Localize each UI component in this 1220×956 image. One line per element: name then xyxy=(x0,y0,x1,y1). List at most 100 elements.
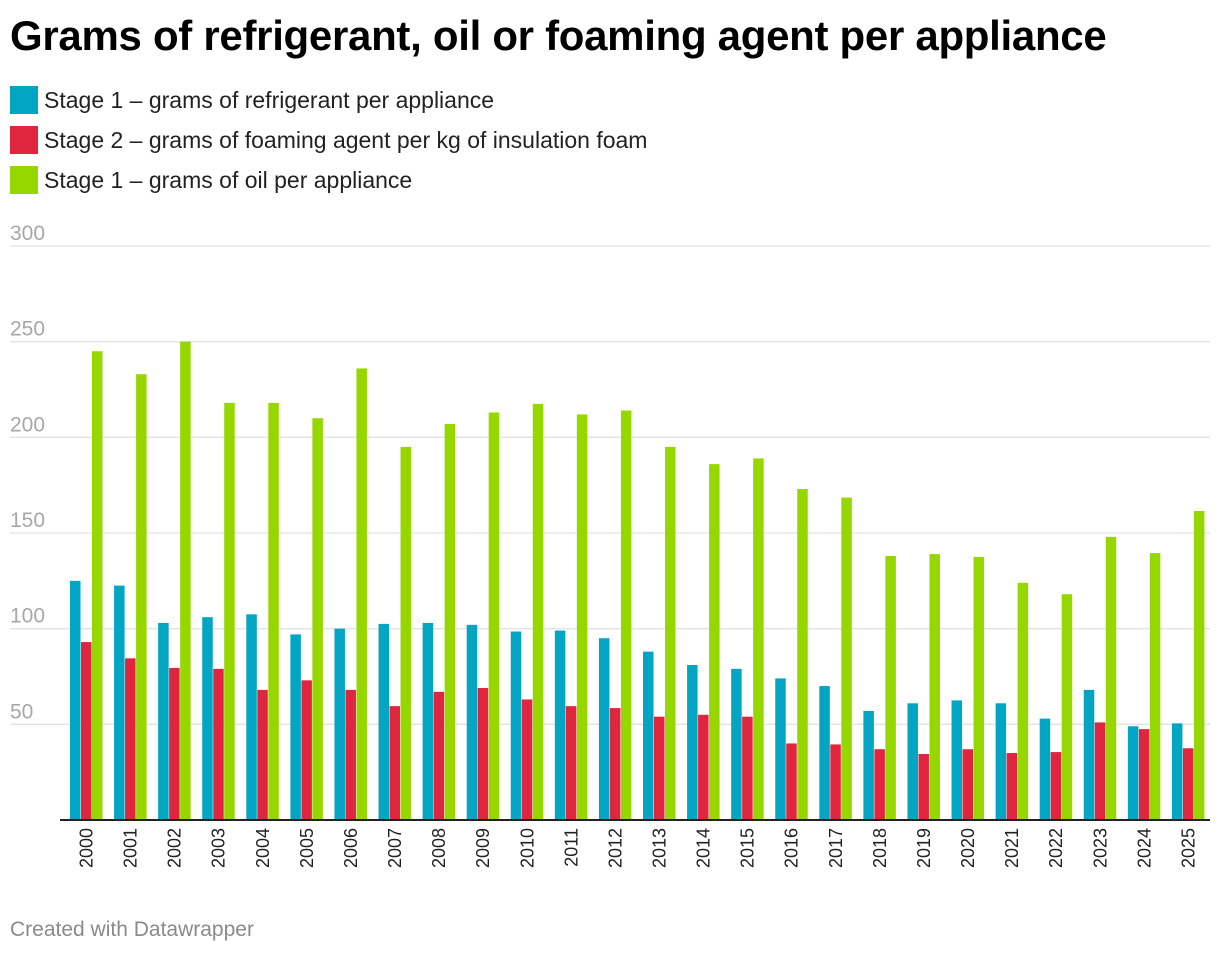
x-tick-label: 2007 xyxy=(385,828,405,868)
bar-2003-series-2 xyxy=(213,668,224,820)
x-tick-label: 2012 xyxy=(605,828,625,868)
legend-item-refrigerant: Stage 1 – grams of refrigerant per appli… xyxy=(10,80,647,120)
bar-2017-series-1 xyxy=(819,686,830,820)
bar-2003-series-1 xyxy=(202,617,213,820)
bar-2019-series-1 xyxy=(907,703,918,820)
legend-swatch-oil xyxy=(10,166,38,194)
bar-2025-series-1 xyxy=(1171,723,1183,820)
bar-2007-series-3 xyxy=(400,446,412,820)
bar-2009-series-3 xyxy=(488,412,500,820)
bar-2019-series-2 xyxy=(918,753,929,820)
bar-2017-series-3 xyxy=(841,497,852,820)
x-tick-label: 2010 xyxy=(517,828,537,868)
legend-item-foaming-agent: Stage 2 – grams of foaming agent per kg … xyxy=(10,120,647,160)
x-tick-label: 2005 xyxy=(297,828,317,868)
bar-2018-series-1 xyxy=(863,710,874,820)
legend-item-oil: Stage 1 – grams of oil per appliance xyxy=(10,160,647,200)
bar-2024-series-3 xyxy=(1149,553,1161,820)
x-tick-label: 2014 xyxy=(694,828,714,868)
bar-chart: 50 100 150 200 250 300 2000 2001 2002 2003 2004 200… xyxy=(10,222,1210,868)
bar-2006-series-3 xyxy=(356,368,367,820)
bar-2004-series-1 xyxy=(246,614,257,820)
bar-2018-series-2 xyxy=(874,749,885,820)
x-tick-label: 2015 xyxy=(738,828,758,868)
bar-2020-series-2 xyxy=(962,749,974,820)
bar-2025-series-2 xyxy=(1182,748,1194,820)
bar-2010-series-1 xyxy=(510,631,522,820)
x-tick-label: 2019 xyxy=(914,828,934,868)
x-tick-label: 2021 xyxy=(1002,828,1022,868)
bar-2003-series-3 xyxy=(224,402,235,820)
bar-2002-series-2 xyxy=(169,667,180,820)
bar-2013-series-1 xyxy=(643,651,654,820)
bar-2015-series-3 xyxy=(753,458,764,820)
bar-2023-series-2 xyxy=(1094,722,1106,820)
y-tick-label: 100 xyxy=(10,605,45,628)
x-tick-label: 2003 xyxy=(209,828,229,868)
x-tick-label: 2011 xyxy=(561,828,581,867)
y-tick-label: 150 xyxy=(10,509,45,532)
bar-2015-series-1 xyxy=(731,668,742,820)
bar-2021-series-3 xyxy=(1017,582,1029,820)
x-tick-label: 2001 xyxy=(121,828,141,868)
bar-2023-series-1 xyxy=(1083,689,1095,820)
x-tick-label: 2023 xyxy=(1090,828,1110,868)
x-tick-label: 2013 xyxy=(650,828,670,868)
bar-2005-series-1 xyxy=(290,634,301,820)
bar-2018-series-3 xyxy=(885,555,896,820)
x-tick-label: 2024 xyxy=(1134,828,1154,868)
bar-2009-series-1 xyxy=(466,624,478,820)
y-tick-label: 50 xyxy=(10,700,33,723)
legend-label-oil: Stage 1 – grams of oil per appliance xyxy=(44,166,413,193)
bar-2001-series-1 xyxy=(114,585,125,820)
legend-label-foaming-agent: Stage 2 – grams of foaming agent per kg … xyxy=(44,126,648,153)
bar-2016-series-3 xyxy=(797,488,808,820)
bar-2024-series-2 xyxy=(1138,729,1150,820)
bar-2015-series-2 xyxy=(742,716,753,820)
bar-2007-series-2 xyxy=(389,706,401,820)
bar-2008-series-3 xyxy=(444,423,456,820)
x-tick-label: 2025 xyxy=(1178,828,1198,868)
bar-2004-series-3 xyxy=(268,402,279,820)
bar-2014-series-2 xyxy=(698,714,709,820)
chart-title: Grams of refrigerant, oil or foaming age… xyxy=(10,12,1107,59)
legend-swatch-foaming-agent xyxy=(10,126,38,154)
bar-2006-series-1 xyxy=(334,628,345,820)
bar-2004-series-2 xyxy=(257,689,268,820)
bar-2013-series-3 xyxy=(665,446,676,820)
y-tick-label: 300 xyxy=(10,222,45,245)
x-tick-label: 2000 xyxy=(77,828,97,868)
bar-2022-series-1 xyxy=(1039,718,1051,820)
bar-2000-series-2 xyxy=(81,642,92,820)
bar-2025-series-3 xyxy=(1193,510,1205,820)
bar-2008-series-2 xyxy=(433,691,445,820)
bar-2010-series-3 xyxy=(532,403,544,820)
bar-2016-series-1 xyxy=(775,678,786,820)
bar-2000-series-3 xyxy=(92,351,103,820)
bar-2020-series-3 xyxy=(973,556,985,820)
bar-2001-series-3 xyxy=(136,374,147,820)
bar-2000-series-1 xyxy=(70,580,81,820)
bar-2007-series-1 xyxy=(378,623,390,820)
bar-2002-series-1 xyxy=(158,622,169,820)
bar-2022-series-2 xyxy=(1050,752,1062,820)
bar-2005-series-2 xyxy=(301,680,312,820)
bar-2014-series-3 xyxy=(709,464,720,820)
bar-2005-series-3 xyxy=(312,418,323,820)
x-tick-label: 2008 xyxy=(429,828,449,868)
bar-2009-series-2 xyxy=(477,687,489,820)
y-tick-label: 200 xyxy=(10,413,45,436)
bar-2002-series-3 xyxy=(180,341,191,820)
bar-2022-series-3 xyxy=(1061,594,1073,820)
bar-2020-series-1 xyxy=(951,700,963,820)
bar-2011-series-3 xyxy=(576,414,588,820)
x-tick-label: 2006 xyxy=(341,828,361,868)
legend-swatch-refrigerant xyxy=(10,86,38,114)
bar-2019-series-3 xyxy=(929,554,940,820)
y-tick-label: 250 xyxy=(10,318,45,341)
bar-2024-series-1 xyxy=(1127,726,1139,820)
bar-2012-series-2 xyxy=(609,708,621,820)
x-tick-label: 2018 xyxy=(870,828,890,868)
bar-2012-series-3 xyxy=(620,410,632,820)
bar-2011-series-1 xyxy=(554,630,566,820)
